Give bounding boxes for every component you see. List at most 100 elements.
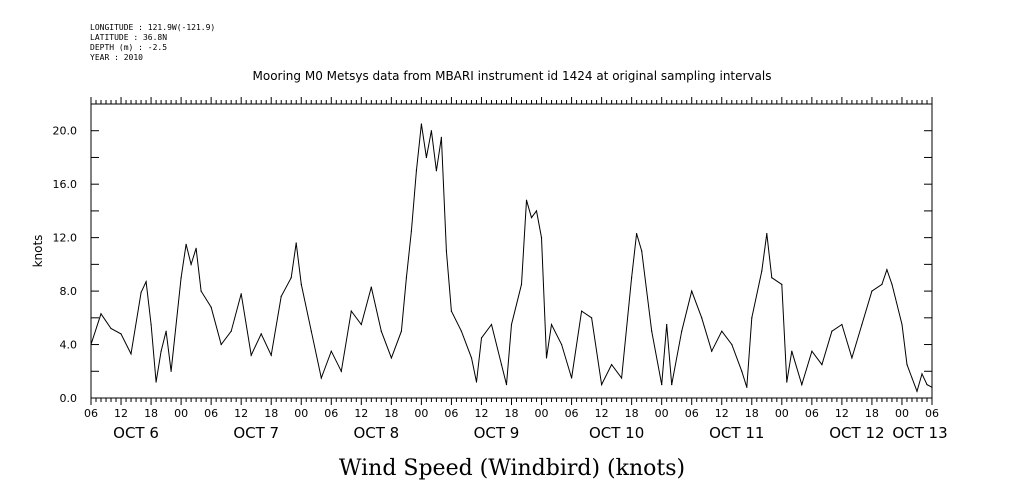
x-date-label: OCT 10: [589, 424, 644, 442]
meta-longitude: LONGITUDE : 121.9W(-121.9): [90, 23, 215, 32]
x-hour-label: 18: [625, 407, 639, 420]
wind-speed-point: [666, 323, 668, 326]
x-hour-label: 18: [264, 407, 278, 420]
wind-speed-point: [911, 377, 913, 379]
x-hour-label: 18: [745, 407, 759, 420]
y-tick-label: 4.0: [60, 339, 78, 352]
x-hour-label: 00: [775, 407, 789, 420]
wind-speed-point: [871, 290, 873, 292]
wind-speed-point: [771, 277, 773, 279]
wind-speed-point: [440, 136, 442, 138]
x-hour-label: 00: [655, 407, 669, 420]
wind-speed-point: [380, 330, 382, 332]
wind-speed-point: [190, 263, 192, 265]
x-hour-label: 12: [835, 407, 849, 420]
x-hour-label: 00: [414, 407, 428, 420]
y-axis-ticks: [91, 103, 932, 399]
wind-speed-point: [651, 330, 653, 332]
wind-speed-point: [425, 156, 427, 159]
wind-speed-point: [310, 330, 312, 332]
y-tick-label: 12.0: [53, 232, 78, 245]
x-hour-label: 12: [595, 407, 609, 420]
wind-speed-point: [591, 317, 593, 319]
wind-speed-point: [170, 370, 172, 372]
wind-speed-point: [220, 343, 222, 346]
wind-speed-point: [661, 384, 663, 386]
chart-title: Mooring M0 Metsys data from MBARI instru…: [253, 69, 772, 83]
wind-speed-point: [801, 384, 803, 386]
meta-depth: DEPTH (m) : -2.5: [90, 43, 167, 52]
wind-speed-point: [550, 323, 553, 326]
wind-speed-point: [921, 373, 923, 375]
metadata-block: LONGITUDE : 121.9W(-121.9) LATITUDE : 36…: [90, 23, 215, 62]
wind-speed-point: [430, 130, 432, 132]
x-hour-labels: 06 12 18 00 06 12 18 00 06 12 18 00 06 12 18 00 06 12 18 00…: [84, 407, 939, 420]
wind-speed-point: [611, 364, 613, 366]
wind-speed-point: [445, 250, 447, 252]
wind-speed-point: [110, 327, 112, 330]
y-tick-label: 16.0: [53, 178, 78, 191]
wind-speed-point: [561, 343, 563, 346]
wind-speed-point: [766, 233, 768, 235]
wind-speed-point: [786, 381, 788, 383]
x-hour-label: 12: [474, 407, 488, 420]
x-date-label: OCT 8: [353, 424, 399, 442]
x-hour-label: 00: [895, 407, 909, 420]
wind-speed-point: [886, 269, 888, 271]
wind-speed-points: [90, 123, 933, 392]
wind-speed-point: [781, 283, 783, 285]
wind-speed-point: [746, 386, 748, 388]
wind-speed-point: [540, 237, 543, 239]
wind-speed-point: [631, 277, 633, 279]
wind-speed-point: [340, 370, 342, 372]
x-hour-label: 00: [294, 407, 308, 420]
x-hour-label: 18: [144, 407, 158, 420]
wind-speed-point: [861, 323, 863, 326]
wind-speed-point: [751, 317, 753, 319]
meta-year: YEAR : 2010: [90, 53, 143, 62]
wind-speed-point: [535, 210, 538, 212]
wind-speed-point: [300, 283, 302, 285]
wind-speed-point: [530, 217, 533, 219]
wind-speed-point: [641, 250, 643, 252]
wind-speed-series-line: [90, 123, 933, 393]
x-hour-label: 06: [805, 407, 819, 420]
wind-speed-point: [260, 333, 262, 335]
wind-speed-point: [916, 390, 918, 392]
wind-speed-point: [671, 384, 673, 386]
wind-speed-point: [230, 330, 232, 332]
wind-speed-point: [390, 357, 392, 359]
wind-speed-point: [90, 343, 92, 346]
wind-speed-point: [636, 233, 638, 235]
meta-latitude: LATITUDE : 36.8N: [90, 33, 167, 42]
wind-speed-point: [571, 377, 573, 379]
y-tick-labels: 0.0 4.0 8.0 12.0 16.0 20.0: [53, 125, 78, 405]
wind-speed-point: [520, 283, 523, 285]
x-date-labels: OCT 6 OCT 7 OCT 8 OCT 9 OCT 10 OCT 11 OCT 12 OC…: [113, 424, 947, 442]
wind-speed-point: [701, 317, 703, 319]
wind-speed-point: [360, 323, 362, 326]
wind-speed-point: [420, 123, 422, 125]
wind-speed-point: [450, 310, 452, 312]
wind-speed-point: [891, 283, 893, 285]
x-hour-label: 00: [174, 407, 188, 420]
wind-speed-point: [510, 323, 513, 326]
wind-speed-point: [415, 170, 417, 172]
wind-speed-point: [240, 293, 242, 295]
wind-speed-point: [290, 277, 292, 279]
wind-speed-point: [691, 290, 693, 292]
wind-speed-point: [140, 291, 142, 293]
wind-speed-point: [500, 364, 503, 366]
wind-speed-point: [130, 353, 132, 355]
x-hour-label: 18: [505, 407, 519, 420]
x-hour-label: 06: [204, 407, 218, 420]
wind-speed-point: [460, 330, 462, 332]
y-tick-label: 0.0: [60, 392, 78, 405]
wind-speed-point: [320, 377, 322, 379]
x-hour-label: 06: [565, 407, 579, 420]
wind-speed-point: [330, 350, 332, 352]
wind-speed-point: [811, 350, 813, 352]
wind-speed-point: [435, 170, 437, 172]
wind-speed-point: [931, 386, 933, 388]
